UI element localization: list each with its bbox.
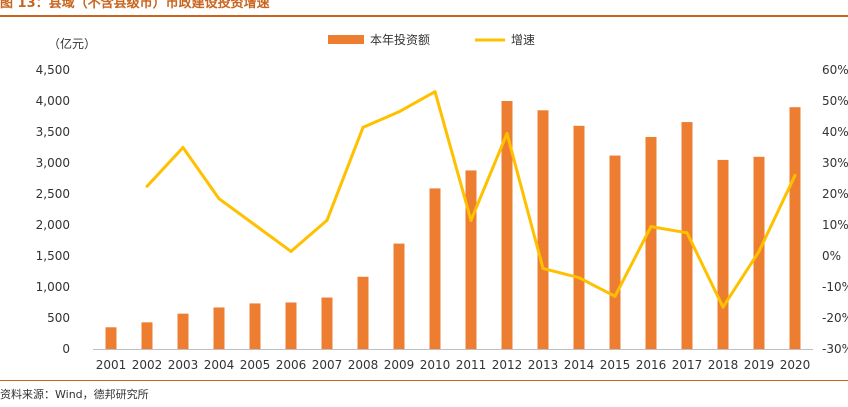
legend-label-bar: 本年投资额 xyxy=(370,32,430,47)
x-tick-label: 2018 xyxy=(708,358,739,372)
x-tick-label: 2012 xyxy=(492,358,523,372)
x-tick-label: 2001 xyxy=(96,358,127,372)
y-right-tick-label: 40% xyxy=(822,125,848,139)
y-left-tick-label: 3,500 xyxy=(36,125,70,139)
y-right-tick-label: -20% xyxy=(822,311,848,325)
bar-investment xyxy=(141,322,153,349)
bar-investment xyxy=(501,101,513,349)
bar-investment xyxy=(177,313,189,349)
bar-investment xyxy=(321,297,333,349)
source-divider xyxy=(0,380,848,381)
bar-investment xyxy=(429,188,441,349)
y-axis-unit-label: （亿元） xyxy=(48,37,97,51)
y-right-tick-label: 50% xyxy=(822,94,848,108)
x-tick-label: 2016 xyxy=(636,358,667,372)
bar-investment xyxy=(645,136,657,349)
legend-label-line: 增速 xyxy=(511,33,535,47)
x-tick-label: 2006 xyxy=(276,358,307,372)
source-note: 资料来源：Wind，德邦研究所 xyxy=(0,388,149,401)
figure-title: 图 13：县域（不含县级市）市政建设投资增速 xyxy=(0,0,270,11)
y-right-tick-label: 10% xyxy=(822,218,848,232)
bar-investment xyxy=(357,276,369,349)
x-tick-label: 2007 xyxy=(312,358,343,372)
bar-investment xyxy=(717,159,729,349)
y-right-tick-label: 30% xyxy=(822,156,848,170)
line-point-growth xyxy=(433,90,437,94)
bar-investment xyxy=(537,110,549,349)
y-left-tick-label: 1,000 xyxy=(36,280,70,294)
line-point-growth xyxy=(577,276,581,280)
bar-investment xyxy=(249,303,261,349)
y-left-tick-label: 4,000 xyxy=(36,94,70,108)
x-tick-label: 2014 xyxy=(564,358,595,372)
x-tick-label: 2020 xyxy=(780,358,811,372)
x-tick-label: 2011 xyxy=(456,358,487,372)
line-point-growth xyxy=(145,184,149,188)
line-point-growth xyxy=(505,132,509,136)
line-point-growth xyxy=(793,173,797,177)
bar-investment xyxy=(789,107,801,349)
line-point-growth xyxy=(613,294,617,298)
line-point-growth xyxy=(325,218,329,222)
line-point-growth xyxy=(469,218,473,222)
x-tick-label: 2017 xyxy=(672,358,703,372)
x-tick-label: 2004 xyxy=(204,358,235,372)
bar-investment xyxy=(213,307,225,349)
x-tick-label: 2002 xyxy=(132,358,163,372)
x-tick-label: 2013 xyxy=(528,358,559,372)
line-point-growth xyxy=(541,266,545,270)
bar-investment xyxy=(105,327,117,349)
y-right-tick-label: -30% xyxy=(822,342,848,356)
bar-investment xyxy=(285,302,297,349)
x-tick-label: 2015 xyxy=(600,358,631,372)
x-tick-label: 2019 xyxy=(744,358,775,372)
title-divider xyxy=(0,15,848,17)
bar-investment xyxy=(393,243,405,349)
y-left-tick-label: 3,000 xyxy=(36,156,70,170)
bar-investment xyxy=(609,155,621,349)
y-left-tick-label: 1,500 xyxy=(36,249,70,263)
line-point-growth xyxy=(361,125,365,129)
chart-area: 0 500 1,000 1,500 2,000 2,500 3,000 3,500 4,000 4… xyxy=(36,32,848,372)
line-point-growth xyxy=(721,305,725,309)
line-point-growth xyxy=(685,231,689,235)
line-point-growth xyxy=(757,249,761,253)
y-right-tick-label: 0% xyxy=(822,249,841,263)
x-tick-label: 2010 xyxy=(420,358,451,372)
line-point-growth xyxy=(253,223,257,227)
line-point-growth xyxy=(289,249,293,253)
y-left-tick-label: 2,500 xyxy=(36,187,70,201)
line-point-growth xyxy=(217,197,221,201)
x-tick-label: 2005 xyxy=(240,358,271,372)
y-right-tick-label: 60% xyxy=(822,63,848,77)
bar-investment xyxy=(465,170,477,349)
legend-swatch-bar xyxy=(328,35,364,44)
line-point-growth xyxy=(397,110,401,114)
y-left-tick-label: 4,500 xyxy=(36,63,70,77)
x-tick-label: 2008 xyxy=(348,358,379,372)
bar-investment xyxy=(573,125,585,349)
y-right-tick-label: -10% xyxy=(822,280,848,294)
y-left-tick-label: 2,000 xyxy=(36,218,70,232)
x-tick-label: 2009 xyxy=(384,358,415,372)
y-left-tick-label: 500 xyxy=(47,311,70,325)
line-point-growth xyxy=(181,146,185,149)
x-tick-label: 2003 xyxy=(168,358,199,372)
y-right-tick-label: 20% xyxy=(822,187,848,201)
y-left-tick-label: 0 xyxy=(62,342,70,356)
line-point-growth xyxy=(649,225,653,229)
